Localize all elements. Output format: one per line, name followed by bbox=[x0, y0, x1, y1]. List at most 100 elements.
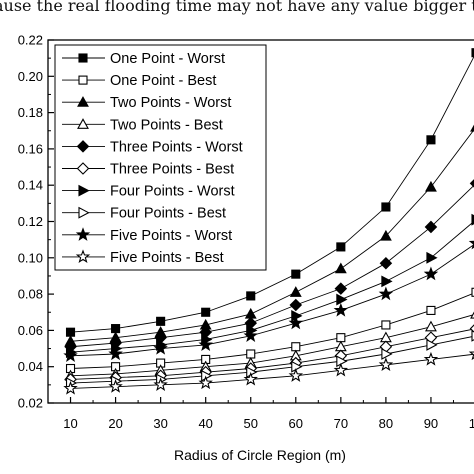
data-point bbox=[243, 328, 258, 342]
x-axis-label: Radius of Circle Region (m) bbox=[174, 447, 346, 463]
legend-label: Five Points - Best bbox=[110, 250, 224, 266]
x-tick-label: 10 bbox=[469, 416, 474, 431]
data-point bbox=[198, 375, 213, 390]
legend-label: Three Points - Worst bbox=[110, 139, 243, 155]
data-point bbox=[381, 202, 391, 212]
data-point bbox=[378, 286, 394, 301]
x-tick-label: 70 bbox=[334, 416, 348, 431]
legend-entry: One Point - Best bbox=[62, 73, 216, 89]
legend-marker bbox=[76, 162, 90, 175]
data-point bbox=[291, 342, 301, 352]
legend-label: One Point - Best bbox=[110, 73, 216, 89]
data-point bbox=[201, 307, 211, 317]
data-point bbox=[334, 282, 348, 295]
legend-entry: Four Points - Worst bbox=[62, 184, 235, 200]
legend-entry: Two Points - Worst bbox=[62, 95, 231, 111]
data-point bbox=[471, 287, 474, 297]
series-line bbox=[70, 220, 474, 353]
legend-entry: Five Points - Worst bbox=[62, 227, 232, 244]
data-point bbox=[424, 220, 438, 234]
data-point bbox=[468, 351, 474, 361]
data-point bbox=[469, 179, 474, 188]
series-8 bbox=[65, 329, 474, 389]
data-point bbox=[334, 262, 347, 274]
data-point bbox=[291, 360, 303, 373]
legend-marker bbox=[78, 184, 90, 197]
y-tick-label: 0.16 bbox=[18, 141, 43, 156]
legend: One Point - Worst One Point - Best Two Poi… bbox=[54, 44, 267, 271]
data-point bbox=[425, 320, 437, 332]
series-line bbox=[70, 129, 474, 342]
data-point bbox=[291, 269, 301, 279]
data-point bbox=[156, 316, 166, 326]
series-line bbox=[70, 244, 474, 357]
data-point bbox=[246, 291, 256, 301]
data-point bbox=[198, 337, 213, 352]
data-point bbox=[336, 242, 346, 252]
data-point bbox=[423, 351, 439, 366]
series-line bbox=[70, 335, 474, 384]
data-point bbox=[426, 339, 438, 351]
series-4 bbox=[64, 311, 474, 381]
data-point bbox=[333, 302, 349, 317]
legend-marker bbox=[78, 53, 88, 63]
legend-marker bbox=[75, 249, 91, 264]
y-tick-label: 0.06 bbox=[18, 323, 43, 338]
data-point bbox=[381, 320, 391, 330]
data-point bbox=[333, 362, 349, 377]
legend-label: Four Points - Worst bbox=[110, 184, 235, 200]
data-point bbox=[288, 315, 304, 330]
data-point bbox=[336, 355, 348, 368]
series-1 bbox=[65, 48, 474, 337]
data-point bbox=[468, 240, 474, 250]
legend-marker bbox=[76, 140, 90, 153]
series-9 bbox=[63, 240, 474, 362]
data-point bbox=[243, 371, 258, 386]
legend-entry: Three Points - Best bbox=[62, 162, 234, 178]
series-line bbox=[70, 292, 474, 369]
series-6 bbox=[64, 324, 474, 386]
legend-label: Two Points - Best bbox=[110, 117, 223, 133]
legend-marker bbox=[75, 227, 91, 241]
legend-marker bbox=[78, 206, 90, 219]
legend-label: Four Points - Best bbox=[110, 206, 226, 222]
data-point bbox=[246, 349, 256, 359]
data-point bbox=[289, 286, 302, 297]
x-tick-label: 90 bbox=[424, 416, 438, 431]
data-point bbox=[423, 266, 439, 281]
series-line bbox=[70, 314, 474, 377]
data-point bbox=[63, 348, 78, 362]
x-tick-label: 40 bbox=[198, 416, 212, 431]
data-point bbox=[108, 379, 123, 393]
legend-label: Three Points - Best bbox=[110, 162, 234, 178]
legend-marker bbox=[78, 75, 88, 85]
data-point bbox=[65, 327, 76, 337]
legend-label: Five Points - Worst bbox=[110, 228, 232, 244]
y-tick-label: 0.04 bbox=[18, 359, 43, 374]
y-tick-label: 0.10 bbox=[18, 250, 43, 265]
legend-entry: Two Points - Best bbox=[62, 117, 223, 133]
data-point bbox=[471, 48, 474, 58]
series-line bbox=[70, 184, 474, 348]
legend-entry: Four Points - Best bbox=[62, 206, 226, 222]
data-point bbox=[381, 275, 393, 288]
x-tick-label: 20 bbox=[108, 416, 122, 431]
legend-entry: Three Points - Worst bbox=[62, 139, 243, 155]
x-tick-label: 60 bbox=[289, 416, 303, 431]
data-point bbox=[381, 348, 393, 360]
y-tick-label: 0.20 bbox=[18, 69, 43, 84]
y-tick-label: 0.18 bbox=[18, 105, 43, 120]
data-point bbox=[288, 368, 304, 382]
y-tick-label: 0.14 bbox=[18, 178, 43, 193]
data-point bbox=[244, 307, 257, 319]
data-point bbox=[378, 357, 394, 372]
data-point bbox=[111, 324, 121, 334]
y-tick-label: 0.22 bbox=[18, 33, 43, 48]
data-point bbox=[379, 256, 393, 270]
caption-fragment: ause the real flooding time may not have… bbox=[0, 0, 474, 15]
data-point bbox=[153, 377, 168, 391]
data-point bbox=[379, 229, 392, 241]
x-tick-label: 50 bbox=[244, 416, 258, 431]
data-point bbox=[426, 135, 436, 145]
